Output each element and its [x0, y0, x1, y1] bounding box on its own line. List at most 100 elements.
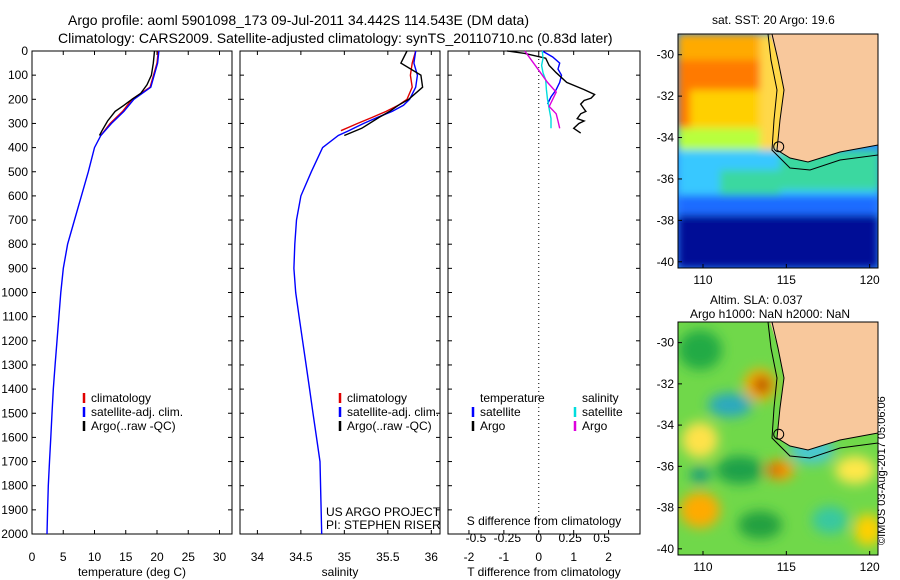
diff-legend-label: satellite: [480, 405, 521, 419]
sst-map-ytick-label: -32: [657, 89, 675, 103]
depth-tick-label: 2000: [1, 527, 28, 541]
salinity-diff-tick-label: 0: [535, 531, 542, 545]
depth-tick-label: 900: [8, 261, 28, 275]
sst-map: [677, 33, 879, 269]
temperature-xtick-label: 10: [88, 550, 102, 564]
temperature-xtick-label: 25: [182, 550, 196, 564]
temperature-series-line: [98, 50, 156, 136]
project-credit-line1: US ARGO PROJECT: [326, 505, 441, 519]
temperature-xtick-label: 0: [29, 550, 36, 564]
difference-frame: [447, 50, 641, 535]
difference-xtick-label: 1: [570, 550, 577, 564]
sst-map-xtick-label: 120: [860, 273, 880, 287]
depth-tick-label: 1500: [1, 406, 28, 420]
sla-map-xtick-label: 115: [777, 560, 796, 574]
salinity-diff-tick-label: -0.25: [494, 531, 522, 545]
sst-map-ytick-label: -40: [657, 255, 675, 269]
salinity-legend-label: Argo(..raw -QC): [347, 419, 432, 433]
sla-map-ytick-label: -34: [657, 418, 675, 432]
depth-tick-label: 600: [8, 189, 28, 203]
project-credit-line2: PI: STEPHEN RISER: [326, 518, 441, 532]
depth-tick-label: 1900: [1, 503, 28, 517]
sst-map-title: sat. SST: 20 Argo: 19.6: [712, 13, 835, 27]
sla-map-axes: 110 115 120 -30 -32 -34 -36 -38 -40: [657, 336, 880, 574]
sst-map-ytick-label: -36: [657, 172, 675, 186]
temperature-xtick-label: 5: [60, 550, 67, 564]
sla-map-title-line1: Altim. SLA: 0.037: [710, 293, 803, 307]
salinity-diff-tick-label: 0.25: [559, 531, 583, 545]
sla-map-ytick-label: -32: [657, 377, 675, 391]
depth-tick-label: 100: [8, 68, 28, 82]
sla-map-ytick-label: -30: [657, 336, 675, 350]
salinity-xtick-label: 34.5: [289, 550, 313, 564]
salinity-xlabel: salinity: [322, 565, 359, 579]
depth-tick-label: 1000: [1, 286, 28, 300]
salinity-xtick-label: 34: [251, 550, 265, 564]
profile-location-marker: [773, 141, 785, 153]
difference-panel: -2 -1 0 1 2T difference from climatology -0.5…: [447, 50, 641, 579]
temperature-series-line: [100, 50, 159, 136]
depth-tick-label: 1700: [1, 455, 28, 469]
depth-tick-label: 700: [8, 213, 28, 227]
sst-map-ytick-label: -38: [657, 213, 675, 227]
salinity-frame: [239, 50, 441, 535]
sla-map-xtick-label: 120: [860, 560, 880, 574]
diff-legend-label: Argo: [480, 419, 506, 433]
difference-xtick-label: 0: [535, 550, 542, 564]
sst-map-xtick-label: 110: [693, 273, 712, 287]
salinity-diff-tick-label: 0.5: [593, 531, 610, 545]
salinity-series-line: [344, 50, 424, 137]
sla-map: [677, 321, 879, 556]
difference-xlabel: T difference from climatology: [467, 565, 621, 579]
salinity-series-line: [293, 50, 419, 535]
temperature-frame: [31, 50, 233, 535]
salinity-panel: 34 34.5 35 35.5 36 salinity: [239, 50, 441, 579]
temperature-series-line: [46, 50, 160, 535]
salinity-diff-tick-label: -0.5: [466, 531, 487, 545]
difference-series-line: [524, 50, 561, 129]
salinity-diff-xlabel: S difference from climatology: [467, 514, 622, 528]
difference-xtick-label: 2: [605, 550, 612, 564]
difference-xtick-label: -1: [499, 550, 510, 564]
sla-map-ytick-label: -36: [657, 459, 675, 473]
temperature-xtick-label: 20: [150, 550, 164, 564]
depth-tick-label: 500: [8, 165, 28, 179]
temperature-xlabel: temperature (deg C): [78, 565, 186, 579]
sla-map-ytick-label: -38: [657, 501, 675, 515]
temperature-legend-label: climatology: [91, 391, 151, 405]
salinity-xtick-label: 36: [425, 550, 439, 564]
depth-tick-label: 1600: [1, 430, 28, 444]
depth-tick-label: 0: [21, 44, 28, 58]
depth-tick-label: 300: [8, 116, 28, 130]
difference-series-line: [540, 50, 552, 129]
salinity-legend-label: satellite-adj. clim.: [347, 405, 439, 419]
depth-tick-label: 1300: [1, 358, 28, 372]
sla-map-xtick-label: 110: [693, 560, 712, 574]
difference-series-line: [541, 50, 563, 105]
depth-tick-label: 800: [8, 237, 28, 251]
diff-legend-label: satellite: [582, 405, 623, 419]
sst-map-axes: 110 115 120 -30 -32 -34 -36 -38 -40: [657, 48, 880, 287]
sst-map-ytick-label: -34: [657, 131, 675, 145]
depth-tick-label: 400: [8, 141, 28, 155]
depth-tick-label: 1400: [1, 382, 28, 396]
diff-legend-label: Argo: [582, 419, 608, 433]
temperature-legend-label: Argo(..raw -QC): [91, 419, 176, 433]
sst-map-xtick-label: 115: [777, 273, 796, 287]
temperature-panel: 0 5 10 15 20 25 30 temperature (deg C) 0 100 200 30…: [1, 44, 233, 579]
salinity-series-line: [340, 50, 417, 132]
difference-xtick-label: -2: [464, 550, 475, 564]
diff-legend-header-temperature: temperature: [480, 391, 545, 405]
temperature-xtick-label: 15: [119, 550, 133, 564]
depth-tick-label: 200: [8, 92, 28, 106]
diff-legend-header-salinity: salinity: [582, 391, 619, 405]
profile-location-marker: [773, 428, 785, 440]
page-title-line1: Argo profile: aoml 5901098_173 09-Jul-20…: [68, 12, 530, 28]
temperature-xtick-label: 30: [213, 550, 227, 564]
salinity-legend-label: climatology: [347, 391, 407, 405]
salinity-xtick-label: 35.5: [376, 550, 400, 564]
page-title-line2: Climatology: CARS2009. Satellite-adjuste…: [58, 30, 613, 46]
sla-map-title-line2: Argo h1000: NaN h2000: NaN: [690, 307, 851, 321]
sla-map-ytick-label: -40: [657, 542, 675, 556]
